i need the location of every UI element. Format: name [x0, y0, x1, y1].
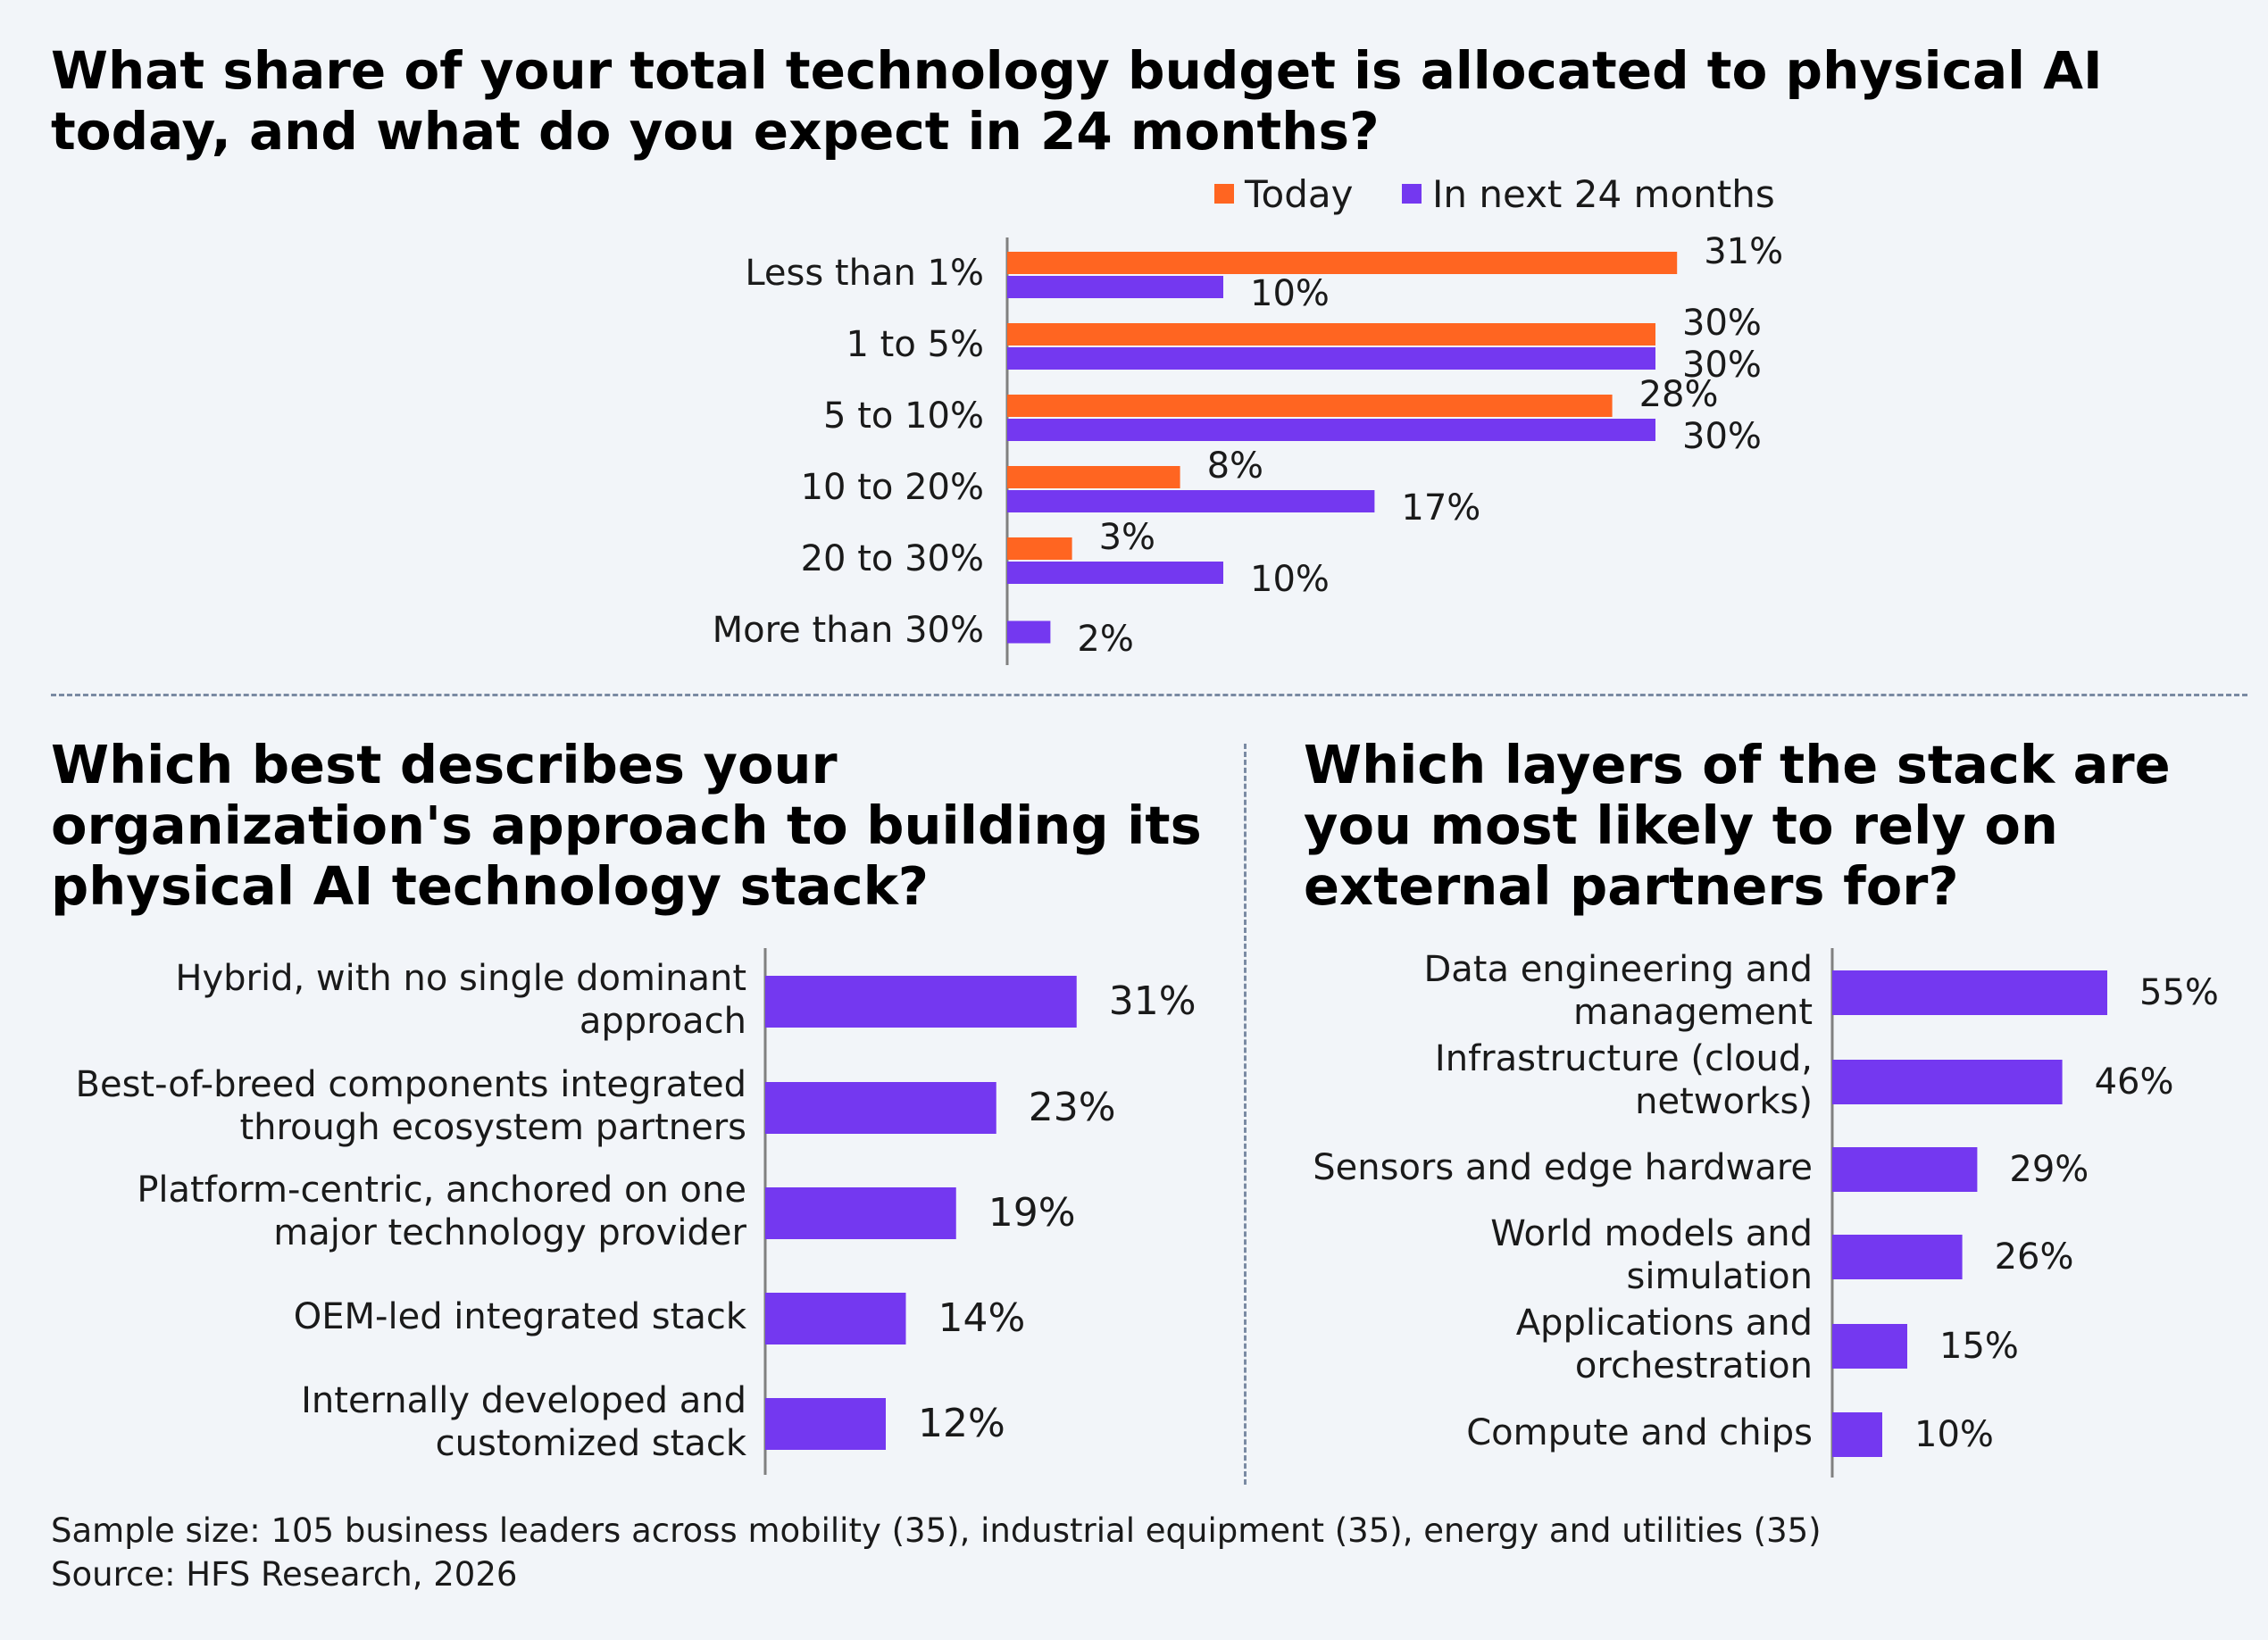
chart2-data-label: 14% — [938, 1295, 1026, 1341]
chart2-data-label: 23% — [1029, 1085, 1116, 1130]
chart2-category-label: OEM-led integrated stack — [294, 1296, 747, 1337]
chart1-data-label: 10% — [1250, 273, 1330, 314]
chart2-bar — [765, 1082, 996, 1134]
chart2-title: Which best describes your organization's… — [51, 734, 1202, 917]
chart1-data-label: 31% — [1704, 231, 1783, 272]
chart1-category-label: More than 30% — [713, 610, 984, 651]
chart3-data-label: 55% — [2139, 972, 2219, 1013]
chart3-bar — [1832, 1147, 1978, 1192]
legend-today: Today — [1214, 171, 1353, 216]
legend-next: In next 24 months — [1402, 171, 1775, 216]
chart3-data-label: 15% — [1939, 1326, 2019, 1367]
chart2-category-label: Platform-centric, anchored on one — [137, 1170, 746, 1211]
chart3-bar — [1832, 1412, 1882, 1457]
chart3-category-label: orchestration — [1575, 1345, 1813, 1386]
chart2-category-label: major technology provider — [273, 1212, 746, 1253]
chart1-data-label: 3% — [1099, 517, 1155, 558]
chart1-data-label: 8% — [1207, 445, 1263, 487]
chart1-category-label: 10 to 20% — [801, 467, 984, 508]
chart1-bar-today — [1007, 395, 1613, 417]
chart1-bar-next — [1007, 562, 1223, 584]
chart1-bar-today — [1007, 252, 1678, 274]
chart1-data-label: 17% — [1401, 487, 1480, 529]
chart2-bar — [765, 1398, 886, 1450]
chart1-bar-today — [1007, 466, 1180, 488]
chart1-bar-next — [1007, 419, 1655, 441]
chart1-data-label: 2% — [1077, 619, 1133, 660]
chart2-bar — [765, 1293, 906, 1344]
chart1-bar-next — [1007, 490, 1375, 512]
source-note: Source: HFS Research, 2026 — [51, 1555, 518, 1594]
legend-today-swatch — [1214, 184, 1234, 204]
legend-next-label: In next 24 months — [1432, 171, 1775, 216]
chart1-data-label: 10% — [1250, 559, 1330, 600]
chart1-category-label: 5 to 10% — [823, 395, 984, 437]
chart1-data-label: 30% — [1682, 303, 1762, 344]
chart2-bar — [765, 1187, 956, 1239]
chart1-category-label: Less than 1% — [745, 253, 984, 294]
horizontal-divider — [51, 694, 2247, 696]
chart3-bar — [1832, 1324, 1907, 1369]
chart2-data-label: 31% — [1109, 978, 1197, 1024]
chart1-data-label: 30% — [1682, 416, 1762, 457]
chart3-category-label: networks) — [1635, 1081, 1813, 1122]
chart3-data-label: 26% — [1995, 1236, 2074, 1278]
chart1-data-label: 28% — [1639, 374, 1719, 415]
chart2-category-label: approach — [580, 1001, 746, 1042]
chart1-bar-today — [1007, 323, 1655, 345]
legend-next-swatch — [1402, 184, 1422, 204]
chart3-category-label: World models and — [1490, 1213, 1813, 1254]
chart3-category-label: Sensors and edge hardware — [1313, 1147, 1813, 1188]
chart3-category-label: Data engineering and — [1423, 949, 1813, 990]
chart3-category-label: simulation — [1626, 1256, 1813, 1297]
chart2-category-label: Best-of-breed components integrated — [76, 1064, 746, 1105]
chart3-title: Which layers of the stack are you most l… — [1304, 734, 2171, 917]
chart3-category-label: management — [1573, 992, 1813, 1033]
chart2-category-label: Internally developed and — [301, 1380, 746, 1421]
chart3-bar — [1832, 1060, 2063, 1104]
chart2-category-label: Hybrid, with no single dominant — [175, 958, 746, 999]
chart1-data-label: 30% — [1682, 345, 1762, 386]
chart1-bar-today — [1007, 537, 1072, 560]
chart1-title: What share of your total technology budg… — [51, 40, 2103, 162]
chart3-data-label: 46% — [2095, 1061, 2174, 1103]
sample-size-note: Sample size: 105 business leaders across… — [51, 1511, 1822, 1550]
chart2-category-label: customized stack — [436, 1423, 747, 1464]
chart3-data-label: 29% — [2009, 1149, 2089, 1190]
chart1-category-label: 20 to 30% — [801, 538, 984, 579]
chart3-bar — [1832, 1235, 1963, 1279]
chart1-category-label: 1 to 5% — [846, 324, 985, 365]
chart1-bar-next — [1007, 347, 1655, 370]
chart2-bar — [765, 976, 1077, 1028]
chart1-bar-next — [1007, 620, 1051, 644]
legend-today-label: Today — [1245, 171, 1354, 216]
chart2-category-label: through ecosystem partners — [239, 1107, 746, 1148]
chart2-data-label: 19% — [988, 1190, 1076, 1236]
chart3-data-label: 10% — [1914, 1414, 1994, 1455]
chart3-category-label: Compute and chips — [1466, 1412, 1813, 1453]
vertical-divider — [1244, 744, 1247, 1485]
chart2-data-label: 12% — [918, 1401, 1005, 1446]
chart3-bar — [1832, 970, 2107, 1015]
chart3-category-label: Infrastructure (cloud, — [1435, 1038, 1813, 1079]
chart3-category-label: Applications and — [1516, 1303, 1813, 1344]
chart1-bar-next — [1007, 276, 1223, 298]
